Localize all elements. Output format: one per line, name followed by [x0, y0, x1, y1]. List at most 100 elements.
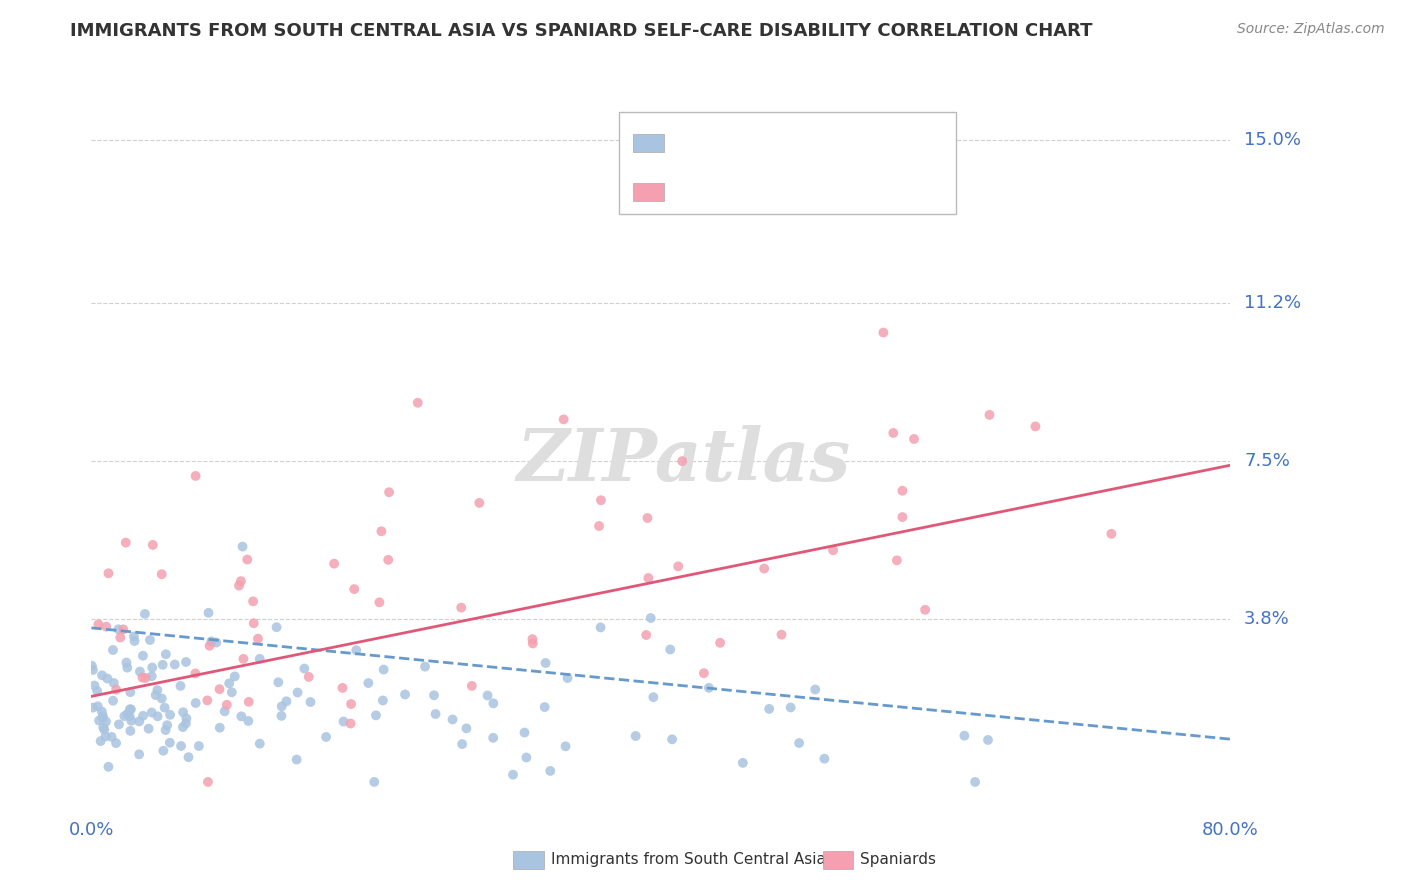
Text: 0.429: 0.429: [703, 183, 756, 201]
Point: [200, 634, 222, 648]
Point: [441, 713, 464, 727]
Point: [709, 636, 731, 650]
Point: [339, 716, 361, 731]
Point: [197, 775, 219, 789]
Point: [323, 557, 346, 571]
Point: [363, 775, 385, 789]
Point: [115, 656, 138, 670]
Point: [637, 571, 659, 585]
Point: [112, 709, 135, 723]
Point: [132, 648, 155, 663]
Point: [170, 739, 193, 753]
Point: [332, 714, 354, 729]
Point: [103, 676, 125, 690]
Point: [482, 731, 505, 745]
Point: [357, 676, 380, 690]
Point: [96, 672, 118, 686]
Point: [589, 620, 612, 634]
Point: [285, 753, 308, 767]
Point: [91, 720, 114, 734]
Text: 7.5%: 7.5%: [1244, 452, 1291, 470]
Point: [131, 671, 153, 685]
Point: [872, 326, 894, 340]
Point: [224, 669, 246, 683]
Text: 3.8%: 3.8%: [1244, 610, 1289, 628]
Point: [553, 412, 575, 426]
Point: [96, 620, 118, 634]
Point: [246, 632, 269, 646]
Point: [107, 622, 129, 636]
Point: [522, 632, 544, 647]
Point: [482, 697, 505, 711]
Point: [205, 635, 228, 649]
Point: [101, 643, 124, 657]
Point: [513, 725, 536, 739]
Point: [91, 668, 114, 682]
Point: [122, 629, 145, 643]
Point: [886, 553, 908, 567]
Text: R =: R =: [672, 134, 709, 152]
Point: [172, 720, 194, 734]
Point: [468, 496, 491, 510]
Point: [413, 659, 436, 673]
Text: R =: R =: [672, 183, 713, 201]
Point: [214, 704, 236, 718]
Point: [155, 647, 177, 661]
Point: [197, 606, 219, 620]
Point: [534, 656, 557, 670]
Point: [640, 611, 662, 625]
Point: [138, 722, 160, 736]
Point: [91, 709, 114, 723]
Point: [82, 700, 104, 714]
Point: [891, 510, 914, 524]
Point: [152, 744, 174, 758]
Point: [624, 729, 647, 743]
Point: [891, 483, 914, 498]
Text: Spaniards: Spaniards: [860, 853, 936, 867]
Point: [184, 469, 207, 483]
Point: [82, 663, 104, 677]
Point: [557, 671, 579, 685]
Point: [666, 559, 689, 574]
Point: [249, 652, 271, 666]
Point: [1024, 419, 1046, 434]
Point: [238, 714, 260, 728]
Point: [636, 628, 658, 642]
Point: [538, 764, 561, 778]
Point: [184, 696, 207, 710]
Point: [90, 734, 112, 748]
Point: [364, 708, 387, 723]
Point: [266, 620, 288, 634]
Point: [823, 543, 845, 558]
Point: [228, 578, 250, 592]
Point: [249, 737, 271, 751]
Text: Immigrants from South Central Asia: Immigrants from South Central Asia: [551, 853, 827, 867]
Point: [114, 535, 136, 549]
Point: [174, 716, 197, 731]
Point: [97, 760, 120, 774]
Point: [153, 700, 176, 714]
Point: [86, 684, 108, 698]
Point: [145, 688, 167, 702]
Text: 11.2%: 11.2%: [1244, 293, 1302, 311]
Point: [770, 628, 793, 642]
Point: [208, 721, 231, 735]
Point: [270, 709, 292, 723]
Point: [451, 737, 474, 751]
Point: [163, 657, 186, 672]
Point: [242, 616, 264, 631]
Point: [965, 775, 987, 789]
Point: [804, 682, 827, 697]
Point: [156, 718, 179, 732]
Point: [238, 695, 260, 709]
Point: [423, 688, 446, 702]
Point: [461, 679, 484, 693]
Point: [215, 698, 238, 712]
Point: [671, 454, 693, 468]
Point: [105, 682, 128, 697]
Point: [661, 732, 683, 747]
Point: [187, 739, 209, 753]
Point: [221, 685, 243, 699]
Point: [117, 660, 139, 674]
Point: [758, 702, 780, 716]
